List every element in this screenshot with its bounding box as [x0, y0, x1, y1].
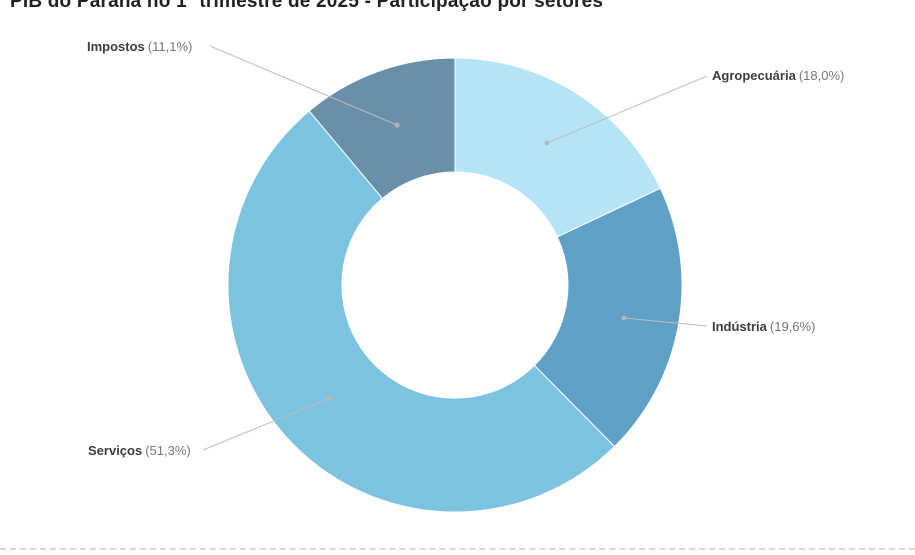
bottom-divider	[0, 548, 915, 550]
leader-line-servicos	[202, 397, 331, 451]
slice-label-agropecuaria: Agropecuária (18,0%)	[712, 68, 844, 83]
leader-dot-impostos	[394, 122, 400, 128]
slice-label-value: (19,6%)	[769, 319, 816, 334]
slice-label-name: Serviços	[88, 443, 143, 458]
slice-label-industria: Indústria (19,6%)	[712, 319, 815, 334]
pie-slice-impostos[interactable]	[308, 57, 456, 200]
slice-label-servicos: Serviços (51,3%)	[88, 443, 191, 458]
leader-line-industria	[623, 317, 708, 327]
pie-slice-industria[interactable]	[533, 187, 683, 448]
slice-label-name: Impostos	[87, 39, 145, 54]
leader-line-impostos	[209, 45, 398, 126]
chart-title: PIB do Paraná no 1º trimestre de 2025 - …	[10, 0, 604, 12]
pie-slice-agropecuaria[interactable]	[454, 57, 662, 238]
pie-slice-servicos[interactable]	[227, 110, 616, 513]
leader-line-agropecuaria	[546, 75, 708, 144]
leader-dot-industria	[621, 315, 627, 321]
slice-label-value: (51,3%)	[145, 443, 191, 458]
leader-dot-agropecuaria	[544, 140, 550, 146]
slice-label-name: Indústria	[712, 319, 767, 334]
slice-label-impostos: Impostos (11,1%)	[87, 39, 192, 54]
slice-label-value: (18,0%)	[798, 68, 845, 83]
slice-label-value: (11,1%)	[147, 39, 193, 54]
slice-label-name: Agropecuária	[712, 68, 796, 83]
leader-dot-servicos	[327, 395, 333, 401]
